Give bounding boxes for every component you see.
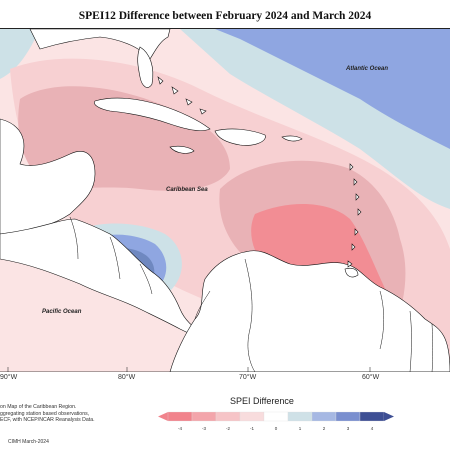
legend-tick-label: -3	[201, 426, 206, 431]
atlantic-ocean-label: Atlantic Ocean	[346, 66, 389, 72]
lon-tick-marks	[7, 367, 371, 372]
legend-right-arrow	[384, 412, 394, 421]
puerto-rico-island	[281, 135, 303, 142]
lon-tick-80w: 80°W	[118, 374, 136, 381]
bahamas-islands	[157, 76, 207, 115]
legend-tick-label: 4	[370, 426, 374, 431]
legend-colorbar	[158, 411, 394, 422]
legend-cell	[263, 411, 289, 422]
spei-map	[0, 29, 450, 372]
legend-cell	[335, 411, 361, 422]
legend-cell	[239, 411, 265, 422]
credit-line: on Map of the Caribbean Region.	[0, 404, 77, 410]
legend-cells	[158, 411, 394, 422]
credit-line: ECF, with NCEP/NCAR Reanalysis Data.	[0, 417, 95, 424]
legend-tick-label: 0	[274, 426, 278, 431]
south-america-land	[169, 250, 450, 372]
credit-text: on Map of the Caribbean Region. ggregati…	[0, 404, 140, 424]
lesser-antilles-islands	[347, 163, 362, 268]
legend-cell	[191, 411, 217, 422]
legend-tick-label: 2	[322, 426, 326, 431]
border-central-am-1	[109, 236, 121, 280]
legend-cell	[311, 411, 337, 422]
border-colombia-venezuela	[244, 258, 256, 372]
landmass-group	[0, 29, 450, 372]
mexico-land	[0, 118, 96, 235]
credit-line: ggregating station based observations,	[0, 410, 90, 417]
florida-peninsula	[137, 46, 154, 88]
map-title: SPEI12 Difference between February 2024 …	[78, 10, 372, 22]
hispaniola-island	[214, 128, 266, 146]
border-central-am-2	[139, 263, 153, 295]
legend-title: SPEI Difference	[230, 396, 294, 406]
cuba-island	[94, 97, 211, 131]
legend-tick-label: 3	[346, 426, 350, 431]
border-mexico-guatemala	[69, 216, 79, 260]
legend-tick-label: 1	[298, 426, 302, 431]
frame-line	[0, 28, 450, 29]
border-venezuela-guyana	[379, 290, 384, 350]
legend-tick-label: -2	[225, 426, 230, 431]
gulf-surplus-light	[0, 29, 40, 79]
border-suriname-guiana	[431, 323, 433, 372]
legend-cell	[167, 411, 193, 422]
atlantic-surplus-mid	[215, 29, 450, 149]
trinidad-island	[344, 267, 359, 278]
border-guyana-suriname	[409, 310, 412, 372]
caribbean-sea-label: Caribbean Sea	[166, 187, 208, 193]
legend-cell	[359, 411, 385, 422]
legend-tick-label: -1	[249, 426, 254, 431]
legend-tick-label: -4	[177, 426, 182, 431]
country-borders	[69, 216, 433, 372]
lon-tick-90w: 90°W	[0, 374, 18, 381]
florida-land	[29, 29, 171, 60]
legend-left-arrow	[158, 412, 168, 421]
lon-tick-70w: 70°W	[239, 374, 257, 381]
legend-cell	[215, 411, 241, 422]
lon-tick-60w: 60°W	[362, 374, 380, 381]
border-panama-colombia	[194, 290, 211, 320]
legend-cell	[287, 411, 313, 422]
jamaica-island	[169, 145, 195, 154]
pacific-ocean-label: Pacific Ocean	[42, 309, 82, 315]
footer-text: CIMH March-2024	[8, 439, 49, 445]
